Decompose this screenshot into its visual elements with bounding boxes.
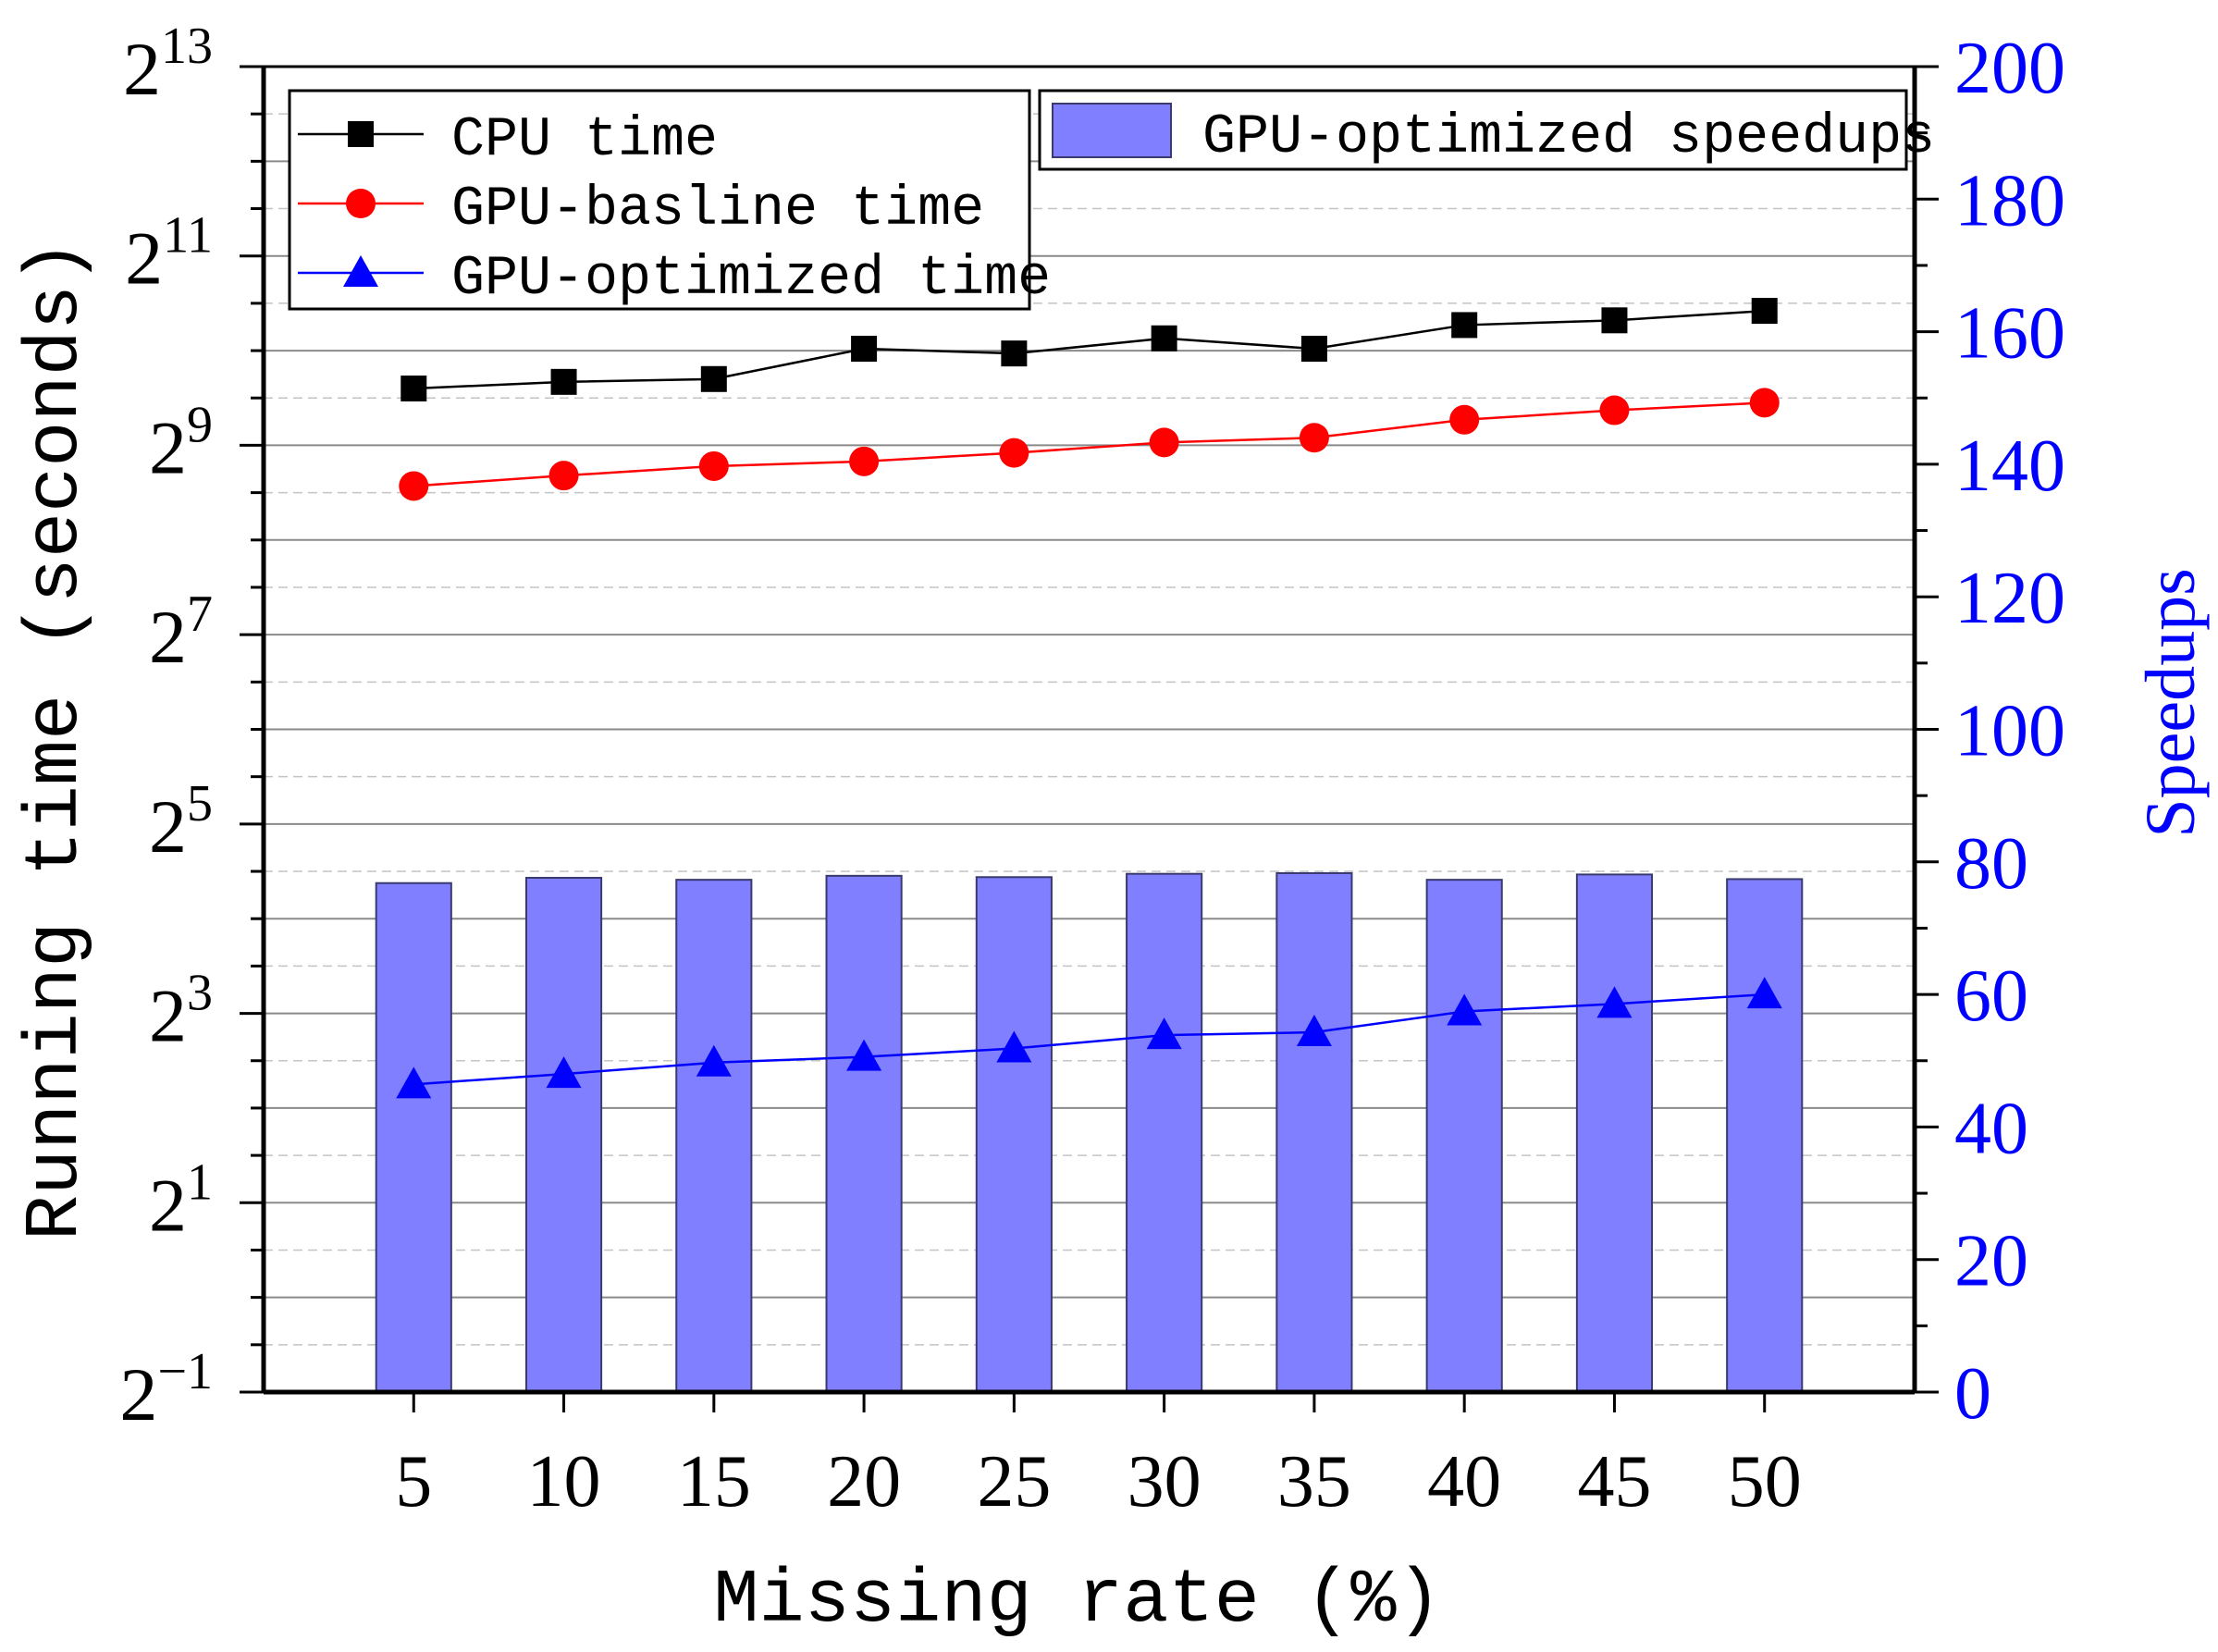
point-gpu-optimized-time-30 — [1146, 1017, 1182, 1050]
bar-speedup-30 — [1126, 872, 1203, 1393]
y2-tick-label: 100 — [1954, 691, 2065, 772]
x-tick-label: 30 — [1127, 1441, 1201, 1523]
x-tick-label: 45 — [1577, 1441, 1651, 1523]
point-gpu-basline-time-35 — [1299, 423, 1329, 453]
y-tick-label: 29 — [149, 396, 213, 489]
x-tick-label: 15 — [677, 1441, 751, 1523]
point-gpu-optimized-time-25 — [996, 1030, 1032, 1063]
x-tick-label: 40 — [1427, 1441, 1501, 1523]
point-cpu-time-5 — [400, 376, 427, 402]
point-cpu-time-35 — [1300, 336, 1327, 363]
y2-tick-label: 180 — [1954, 160, 2065, 241]
point-gpu-basline-time-45 — [1599, 395, 1630, 425]
bar-layer — [375, 871, 1804, 1393]
point-gpu-basline-time-50 — [1749, 388, 1780, 418]
point-cpu-time-10 — [550, 368, 577, 395]
legend-label-gpu-optimized-time: GPU-optimized time — [451, 248, 1051, 311]
bar-speedup-35 — [1275, 871, 1353, 1393]
bar-speedup-15 — [675, 879, 753, 1393]
y-tick-label: 2−1 — [119, 1343, 213, 1436]
y2-tick-label: 80 — [1954, 823, 2028, 905]
legend-label-speedups: GPU-optimized speedups — [1202, 106, 1935, 169]
y2-tick-label: 160 — [1954, 293, 2065, 375]
point-gpu-basline-time-30 — [1149, 427, 1179, 458]
legend-bar-swatch — [1052, 103, 1172, 158]
bar-speedup-25 — [975, 876, 1053, 1393]
x-tick-label: 5 — [395, 1441, 432, 1523]
x-tick-label: 50 — [1728, 1441, 1802, 1523]
bar-speedup-45 — [1575, 873, 1654, 1393]
point-gpu-optimized-time-5 — [396, 1066, 432, 1099]
point-gpu-optimized-time-45 — [1596, 986, 1633, 1018]
point-gpu-optimized-time-50 — [1746, 977, 1782, 1009]
point-cpu-time-40 — [1451, 312, 1478, 339]
bar-speedup-10 — [524, 876, 603, 1393]
legend-bars: GPU-optimized speedups — [1038, 89, 1935, 171]
y2-tick-label: 200 — [1954, 28, 2065, 109]
point-cpu-time-15 — [700, 365, 727, 392]
axis-layer: 2−1 21 23 25 27 29 211 213 0 20 40 60 80 100 120 140 160… — [119, 18, 2065, 1523]
point-cpu-time-20 — [851, 336, 878, 363]
y2-axis-title: Speedups — [2132, 568, 2210, 837]
legend-label-gpu-basline-time: GPU-basline time — [451, 179, 984, 241]
point-gpu-optimized-time-40 — [1447, 993, 1483, 1026]
point-gpu-optimized-time-35 — [1296, 1015, 1332, 1047]
bar-speedup-20 — [825, 874, 903, 1393]
point-gpu-basline-time-10 — [548, 461, 579, 491]
point-gpu-basline-time-20 — [849, 446, 880, 476]
legend-marker-gpu-basline-time — [346, 189, 376, 218]
y-tick-label: 27 — [149, 586, 213, 679]
y-tick-label: 213 — [123, 18, 213, 111]
legend-marker-gpu-optimized-time — [343, 255, 378, 287]
y2-tick-label: 40 — [1954, 1088, 2028, 1169]
point-gpu-basline-time-15 — [698, 450, 729, 481]
legend-marker-cpu-time — [348, 121, 374, 147]
line-gpu-basline-time — [413, 401, 1765, 487]
point-cpu-time-50 — [1751, 298, 1778, 325]
y-axis-title: Running time (seconds) — [13, 240, 99, 1241]
point-gpu-basline-time-25 — [999, 438, 1029, 468]
point-gpu-optimized-time-20 — [846, 1039, 882, 1071]
point-gpu-basline-time-5 — [399, 471, 429, 501]
y2-tick-label: 60 — [1954, 955, 2028, 1037]
y-tick-label: 211 — [125, 207, 213, 301]
x-axis-title: Missing rate (%) — [713, 1558, 1441, 1644]
x-tick-label: 35 — [1277, 1441, 1351, 1523]
bar-speedup-5 — [375, 881, 452, 1393]
bar-speedup-40 — [1425, 879, 1503, 1393]
point-cpu-time-45 — [1601, 307, 1628, 334]
point-gpu-optimized-time-15 — [696, 1044, 732, 1077]
x-tick-label: 25 — [977, 1441, 1051, 1523]
y-tick-label: 23 — [149, 965, 213, 1058]
y2-tick-label: 140 — [1954, 425, 2065, 507]
line-cpu-time — [413, 309, 1765, 390]
y2-tick-label: 20 — [1954, 1221, 2028, 1302]
x-tick-label: 10 — [527, 1441, 601, 1523]
y2-tick-label: 0 — [1954, 1353, 1991, 1435]
bar-speedup-50 — [1726, 878, 1804, 1393]
y-tick-label: 25 — [149, 775, 213, 869]
point-gpu-basline-time-40 — [1449, 404, 1480, 435]
point-gpu-optimized-time-10 — [546, 1056, 582, 1089]
y2-tick-label: 120 — [1954, 558, 2065, 639]
legend-label-cpu-time: CPU time — [451, 109, 718, 172]
x-tick-label: 20 — [827, 1441, 901, 1523]
point-cpu-time-30 — [1151, 325, 1177, 351]
line-layer — [396, 298, 1782, 1099]
legend-bars-box — [1038, 89, 1908, 171]
point-cpu-time-25 — [1001, 340, 1028, 367]
y-tick-label: 21 — [149, 1153, 213, 1247]
legend-lines: CPU time GPU-basline time GPU-optimized ti… — [288, 89, 1051, 311]
line-gpu-optimized-time — [413, 992, 1765, 1086]
